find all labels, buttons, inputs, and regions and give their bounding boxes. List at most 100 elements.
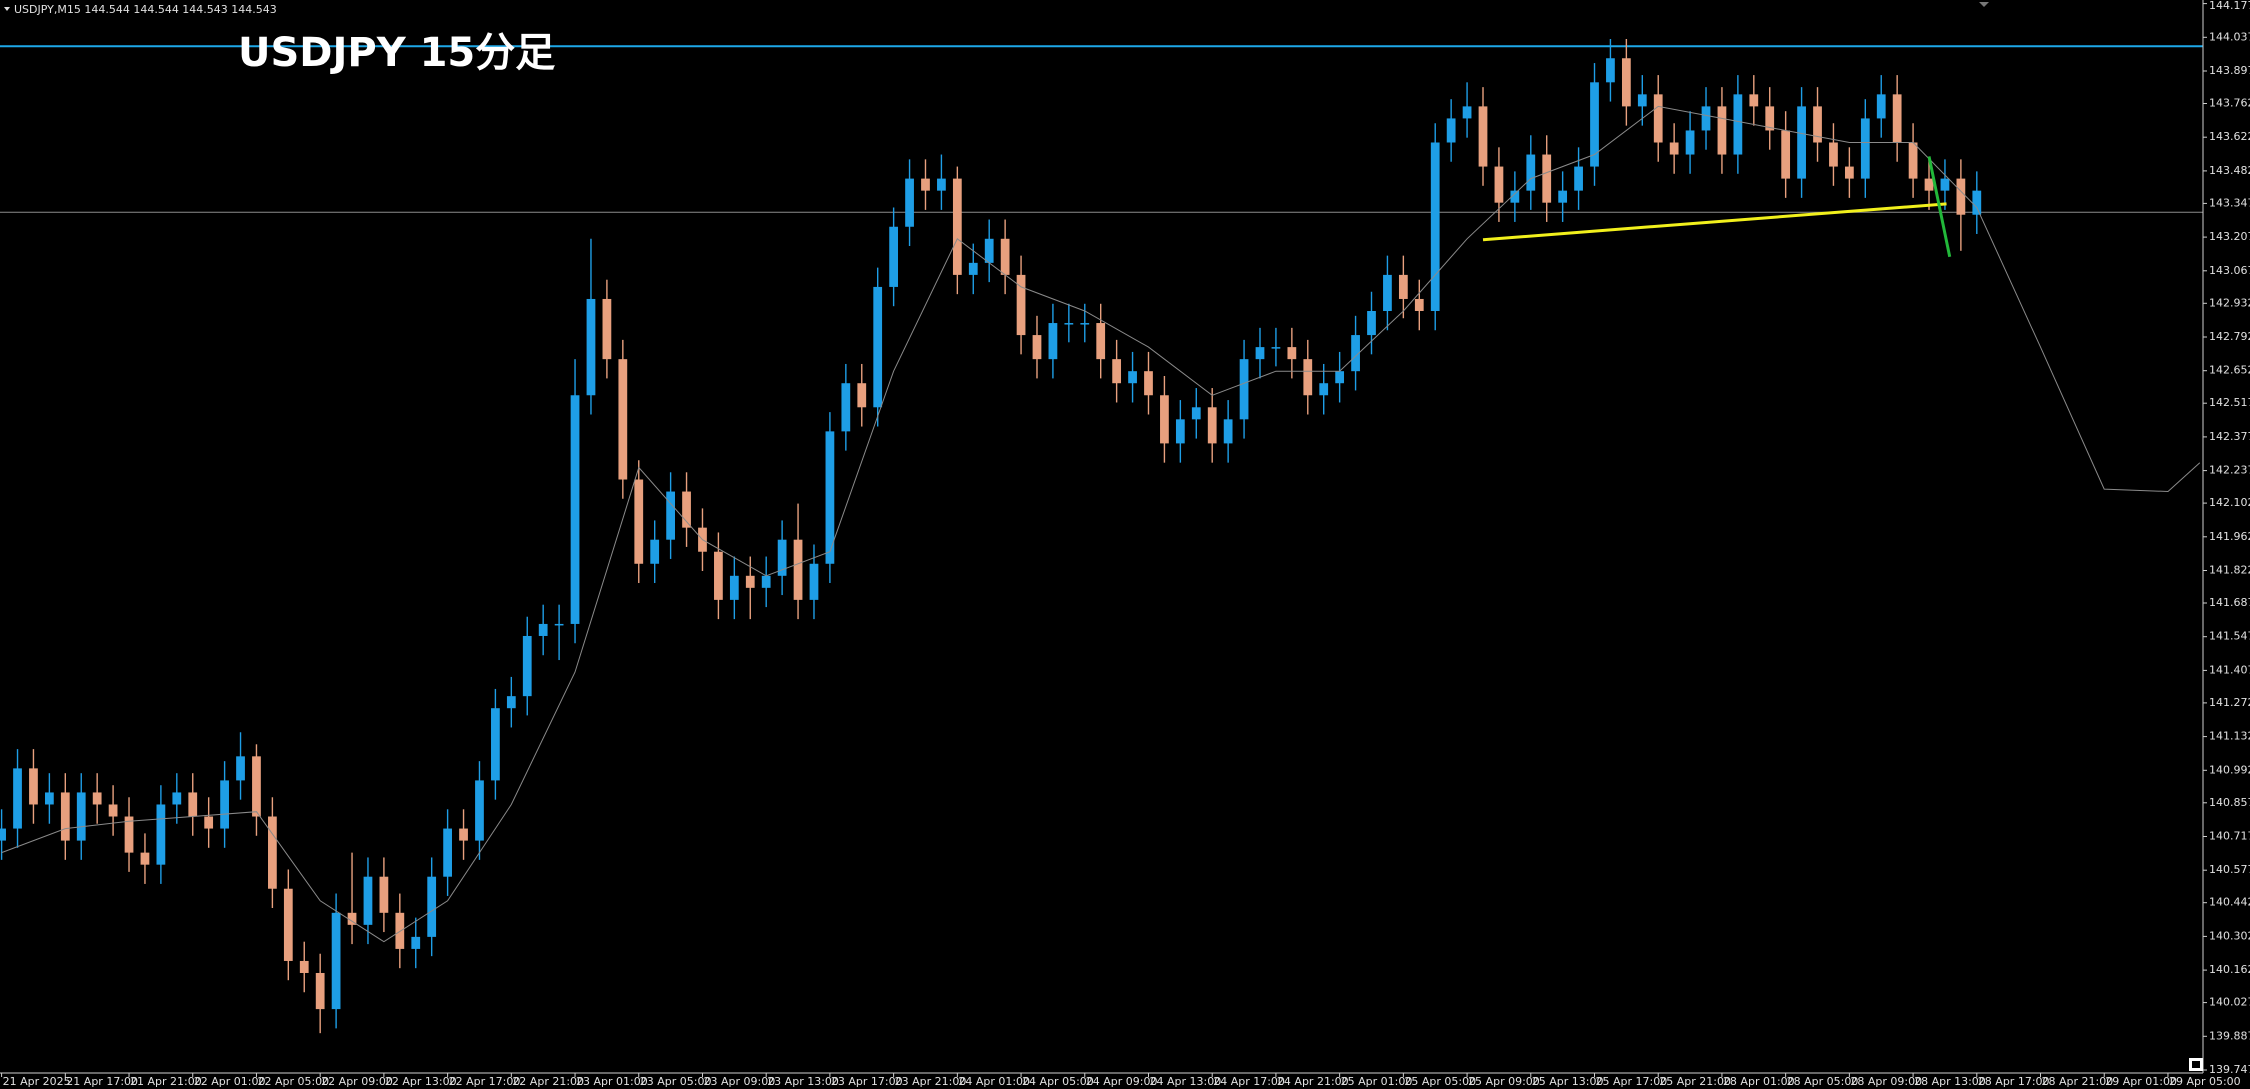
candle-body	[459, 828, 468, 841]
candle-body	[1972, 190, 1982, 215]
y-tick-label: 141.407	[2209, 663, 2250, 676]
x-tick-label: 21 Apr 2025	[3, 1075, 71, 1088]
x-tick-label: 21 Apr 21:00	[130, 1075, 202, 1088]
y-tick-label: 141.132	[2209, 730, 2250, 743]
candle-body	[1765, 106, 1775, 131]
candle-body	[1733, 94, 1743, 155]
candle-body	[1271, 347, 1281, 349]
candle-body	[968, 262, 978, 275]
x-tick-label: 29 Apr 05:00	[2169, 1075, 2241, 1088]
y-tick-label: 143.347	[2209, 196, 2250, 209]
x-tick-label: 28 Apr 05:00	[1787, 1075, 1859, 1088]
candle-body	[1653, 94, 1663, 143]
candle-body	[1367, 311, 1376, 336]
y-tick-label: 140.442	[2209, 896, 2250, 909]
candle-body	[1478, 106, 1488, 167]
candle-body	[1781, 130, 1791, 179]
x-tick-label: 24 Apr 09:00	[1086, 1075, 1158, 1088]
y-tick-label: 141.272	[2209, 696, 2250, 709]
y-tick-label: 144.177	[2209, 0, 2250, 12]
shift-marker	[1979, 2, 1989, 7]
y-tick-label: 142.932	[2209, 296, 2250, 309]
candle-body	[443, 828, 452, 877]
candle-body	[1096, 323, 1106, 360]
candle-body	[729, 575, 739, 600]
x-tick-label: 25 Apr 05:00	[1404, 1075, 1476, 1088]
candle-body	[952, 178, 962, 275]
candle-body	[1797, 106, 1806, 179]
x-tick-label: 28 Apr 09:00	[1850, 1075, 1922, 1088]
candle-body	[1717, 106, 1727, 155]
candle-body	[172, 792, 182, 805]
y-tick-label: 140.717	[2209, 829, 2250, 842]
candle-body	[905, 178, 914, 227]
x-tick-label: 28 Apr 13:00	[1914, 1075, 1986, 1088]
candle-body	[1542, 154, 1552, 203]
candle-body	[1574, 166, 1583, 191]
x-tick-label: 22 Apr 01:00	[194, 1075, 266, 1088]
candle-body	[411, 936, 421, 949]
candle-body	[1860, 118, 1870, 179]
candle-body	[714, 551, 723, 600]
candle-body	[1144, 371, 1153, 396]
candle-body	[29, 768, 38, 805]
candle-body	[1398, 274, 1408, 299]
candle-body	[1064, 323, 1074, 325]
x-tick-label: 23 Apr 01:00	[576, 1075, 648, 1088]
y-tick-label: 139.887	[2209, 1029, 2250, 1042]
candle-body	[937, 178, 946, 191]
candle-body	[1462, 106, 1472, 119]
candle-body	[156, 804, 166, 865]
candle-body	[1414, 298, 1424, 312]
candle-body	[427, 876, 437, 937]
candle-body	[618, 359, 628, 480]
x-tick-label: 28 Apr 01:00	[1723, 1075, 1795, 1088]
x-tick-label: 24 Apr 17:00	[1213, 1075, 1285, 1088]
candle-body	[1637, 94, 1647, 107]
candle-body	[379, 876, 389, 913]
candle-body	[1383, 274, 1392, 312]
x-tick-label: 29 Apr 01:00	[2105, 1075, 2177, 1088]
candle-body	[1510, 190, 1520, 203]
x-tick-label: 24 Apr 13:00	[1149, 1075, 1221, 1088]
x-tick-label: 21 Apr 17:00	[66, 1075, 138, 1088]
candle-body	[1701, 106, 1711, 131]
candle-body	[777, 539, 787, 576]
candle-body	[1239, 359, 1249, 420]
candle-body	[1558, 190, 1568, 203]
candle-body	[1526, 154, 1536, 191]
x-tick-label: 22 Apr 05:00	[257, 1075, 329, 1088]
candle-body	[634, 479, 644, 564]
candle-body	[586, 298, 596, 396]
y-tick-label: 140.302	[2209, 929, 2250, 942]
candle-body	[650, 539, 660, 564]
candle-body	[538, 623, 548, 636]
candle-body	[1000, 238, 1010, 275]
candle-body	[1351, 335, 1360, 372]
candle-body	[1606, 58, 1615, 83]
menu-arrow[interactable]	[4, 7, 10, 11]
y-tick-label: 143.622	[2209, 130, 2250, 143]
candle-body	[188, 792, 198, 817]
candle-body	[299, 960, 309, 973]
candle-body	[1319, 383, 1329, 396]
symbol-info: USDJPY,M15 144.544 144.544 144.543 144.5…	[14, 3, 277, 16]
y-tick-label: 140.162	[2209, 963, 2250, 976]
x-tick-label: 25 Apr 09:00	[1468, 1075, 1540, 1088]
x-tick-label: 23 Apr 21:00	[895, 1075, 967, 1088]
x-tick-label: 25 Apr 17:00	[1596, 1075, 1668, 1088]
candle-body	[1080, 323, 1090, 325]
y-tick-label: 140.857	[2209, 796, 2250, 809]
x-tick-label: 23 Apr 09:00	[703, 1075, 775, 1088]
candle-body	[1892, 94, 1902, 143]
candle-body	[1685, 130, 1695, 155]
candle-body	[124, 816, 134, 853]
candle-body	[570, 395, 580, 624]
candle-body	[140, 852, 150, 865]
candle-body	[1430, 142, 1440, 312]
x-tick-label: 24 Apr 05:00	[1022, 1075, 1094, 1088]
y-tick-label: 141.962	[2209, 530, 2250, 543]
candle-body	[1749, 94, 1759, 107]
